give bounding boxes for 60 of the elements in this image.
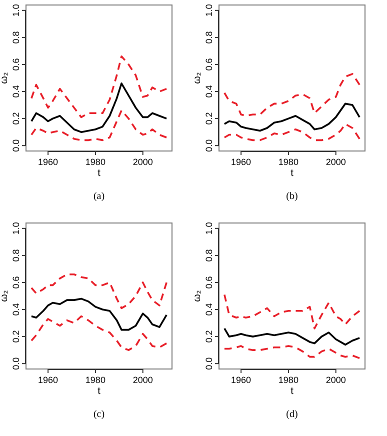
y-tick-label: 1.0	[204, 222, 214, 235]
y-tick-label: 1.0	[11, 4, 21, 17]
line-series	[224, 328, 360, 346]
y-axis-title: ω₂	[192, 290, 203, 302]
x-tick-label: 1960	[38, 375, 58, 385]
y-tick-label: 0.4	[204, 303, 214, 316]
text: (c)	[93, 409, 105, 420]
x-axis-title: t	[98, 168, 101, 179]
y-axis-title: ω₂	[0, 72, 10, 84]
y-axis-title: ω₂	[0, 290, 10, 302]
x-tick-label: 1980	[278, 375, 298, 385]
line-series	[224, 294, 360, 330]
y-tick-label: 0.8	[204, 249, 214, 262]
y-tick-label: 1.0	[11, 222, 21, 235]
y-tick-label: 0.0	[11, 357, 21, 370]
line-series	[30, 298, 168, 331]
text: (b)	[286, 191, 298, 202]
y-tick-label: 0.4	[11, 303, 21, 316]
y-tick-label: 1.0	[204, 4, 214, 17]
x-tick-label: 1960	[231, 157, 252, 167]
y-tick-label: 0.8	[11, 31, 21, 44]
x-tick-label: 1980	[85, 157, 106, 167]
y-tick-label: 0.8	[11, 249, 21, 262]
line-series	[30, 110, 168, 142]
text: (d)	[286, 409, 298, 420]
line-series	[30, 82, 168, 133]
x-axis-title: t	[290, 386, 294, 397]
line-series	[224, 73, 360, 117]
y-tick-label: 0.8	[204, 31, 214, 44]
x-tick-label: 2000	[326, 375, 346, 385]
y-axis-title: ω₂	[192, 72, 203, 84]
line-series	[30, 55, 168, 118]
x-tick-label: 2000	[326, 157, 346, 167]
x-axis-title: t	[290, 168, 294, 179]
y-tick-label: 0.0	[204, 139, 214, 152]
x-tick-label: 1960	[231, 375, 252, 385]
y-tick-label: 0.2	[11, 112, 21, 125]
line-series	[224, 345, 360, 360]
y-tick-label: 0.4	[204, 85, 214, 98]
line-series	[30, 315, 168, 351]
y-tick-label: 0.2	[11, 330, 21, 343]
text: (a)	[93, 191, 105, 202]
y-tick-label: 0.0	[11, 139, 21, 152]
x-tick-label: 1980	[85, 375, 106, 385]
y-tick-label: 0.4	[11, 85, 21, 98]
x-tick-label: 1980	[278, 157, 298, 167]
y-tick-label: 0.6	[204, 276, 214, 289]
line-series	[224, 123, 360, 142]
line-series	[224, 102, 360, 132]
y-tick-label: 0.2	[204, 330, 214, 343]
y-tick-label: 0.0	[204, 357, 214, 370]
x-tick-label: 2000	[132, 375, 153, 385]
y-tick-label: 0.6	[11, 276, 21, 289]
x-tick-label: 1960	[38, 157, 58, 167]
y-tick-label: 0.2	[204, 112, 214, 125]
x-tick-label: 2000	[132, 157, 153, 167]
y-tick-label: 0.6	[204, 58, 214, 71]
line-series	[30, 273, 168, 310]
x-axis-title: t	[98, 386, 101, 397]
y-tick-label: 0.6	[11, 58, 21, 71]
